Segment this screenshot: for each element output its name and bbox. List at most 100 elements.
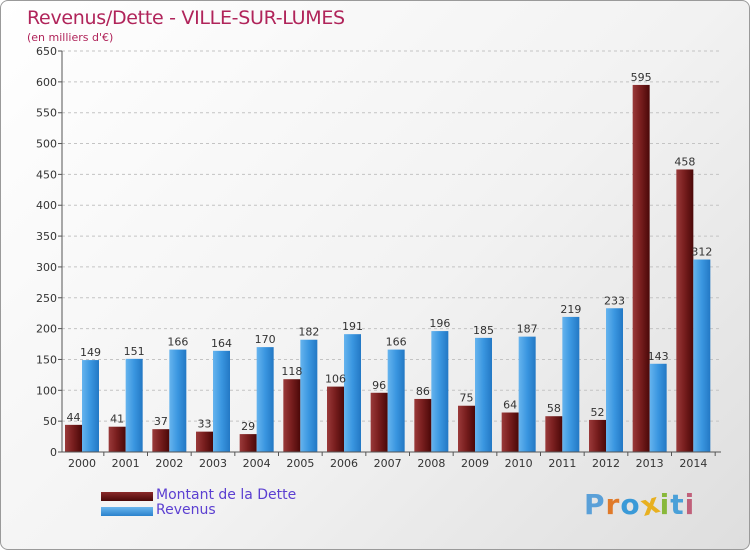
proxiti-logo: Proxiti (584, 486, 696, 523)
revenue-value-label: 151 (124, 345, 145, 358)
debt-bar (239, 434, 257, 452)
legend-swatch-revenue (101, 507, 153, 516)
revenue-value-label: 219 (560, 303, 581, 316)
revenue-value-label: 187 (517, 323, 538, 336)
revenue-bar (82, 360, 99, 452)
revenue-bar (300, 339, 318, 452)
debt-value-label: 41 (110, 413, 124, 426)
x-tick-label: 2013 (636, 457, 664, 470)
x-tick-label: 2010 (505, 457, 533, 470)
revenue-value-label: 164 (211, 337, 232, 350)
revenue-value-label: 185 (473, 324, 494, 337)
y-tick-label: 400 (36, 199, 57, 212)
debt-value-label: 58 (547, 402, 561, 415)
x-tick-label: 2005 (286, 457, 314, 470)
revenue-bar (649, 363, 667, 452)
debt-bar (676, 169, 694, 453)
debt-bar (108, 426, 126, 452)
debt-value-label: 118 (281, 365, 302, 378)
y-tick-label: 650 (36, 45, 57, 58)
debt-bar (196, 431, 213, 452)
y-tick-label: 450 (36, 168, 57, 181)
bars (65, 84, 711, 453)
revenue-bar (387, 349, 405, 452)
y-axis-ticks: 0 50 100 150 200 250 300 350 400 450 500 550 600 650 (36, 45, 62, 459)
debt-value-label: 86 (416, 385, 430, 398)
debt-value-label: 96 (372, 379, 386, 392)
debt-value-label: 33 (198, 418, 212, 431)
x-tick-label: 2014 (679, 457, 707, 470)
debt-value-label: 37 (154, 415, 168, 428)
debt-value-label: 64 (503, 399, 517, 412)
revenue-value-label: 170 (255, 333, 276, 346)
logo-letter: i (659, 488, 671, 521)
y-tick-label: 0 (50, 446, 57, 459)
x-tick-label: 2012 (592, 457, 620, 470)
revenue-value-label: 312 (691, 246, 712, 259)
revenue-value-label: 191 (342, 320, 363, 333)
debt-bar (65, 424, 82, 452)
x-tick-label: 2011 (548, 457, 576, 470)
logo-letter: r (605, 488, 621, 521)
revenue-bar (606, 308, 623, 452)
debt-value-label: 595 (631, 71, 652, 84)
legend-label-revenue: Revenus (156, 502, 216, 518)
debt-value-label: 52 (591, 406, 605, 419)
revenue-value-label: 182 (298, 326, 319, 339)
y-tick-label: 300 (36, 261, 57, 274)
revenue-bar (256, 347, 274, 452)
revenue-bar (169, 349, 187, 452)
y-tick-label: 600 (36, 76, 57, 89)
revenue-bar (693, 259, 711, 452)
logo-letter: P (584, 488, 606, 521)
legend-swatch-debt (101, 492, 153, 501)
x-tick-label: 2008 (417, 457, 445, 470)
debt-bar (545, 416, 563, 452)
debt-bar (283, 379, 301, 452)
y-tick-label: 100 (36, 384, 57, 397)
revenue-bar (518, 336, 536, 452)
debt-value-label: 106 (325, 373, 346, 386)
debt-bar (370, 392, 388, 452)
x-tick-label: 2003 (199, 457, 227, 470)
x-tick-label: 2007 (374, 457, 402, 470)
revenue-value-label: 233 (604, 294, 625, 307)
x-tick-label: 2006 (330, 457, 358, 470)
revenue-bar (213, 350, 230, 452)
debt-bar (414, 398, 432, 452)
debt-bar (589, 419, 606, 452)
x-tick-label: 2009 (461, 457, 489, 470)
y-tick-label: 550 (36, 107, 57, 120)
chart-subtitle: (en milliers d'€) (27, 31, 114, 44)
debt-bar (632, 84, 650, 452)
y-tick-label: 250 (36, 292, 57, 305)
x-tick-label: 2004 (243, 457, 271, 470)
y-tick-label: 150 (36, 353, 57, 366)
revenue-value-label: 149 (80, 346, 101, 359)
revenue-value-label: 143 (648, 350, 669, 363)
y-tick-label: 500 (36, 138, 57, 151)
y-tick-label: 50 (43, 415, 57, 428)
logo-letter: i (684, 488, 696, 521)
revenue-bar (344, 334, 361, 452)
revenue-value-label: 166 (167, 336, 188, 349)
legend-label-debt: Montant de la Dette (156, 487, 297, 503)
debt-bar (501, 412, 519, 452)
revenue-bar (125, 358, 143, 452)
revenue-bar (562, 316, 580, 452)
chart-title: Revenus/Dette - VILLE-SUR-LUMES (27, 7, 345, 29)
debt-bar (152, 429, 170, 452)
x-tick-label: 2001 (112, 457, 140, 470)
x-axis-ticks: 2000 2001 2002 2003 2004 2005 2006 2007 2008 2009… (68, 452, 716, 470)
logo-letter: o (620, 488, 641, 521)
logo-letter: t (670, 488, 685, 521)
debt-value-label: 458 (674, 155, 695, 168)
y-tick-label: 350 (36, 230, 57, 243)
debt-bar (458, 405, 475, 452)
debt-value-label: 44 (67, 411, 81, 424)
debt-bar (327, 386, 344, 452)
revenue-value-label: 166 (386, 336, 407, 349)
y-tick-label: 200 (36, 323, 57, 336)
